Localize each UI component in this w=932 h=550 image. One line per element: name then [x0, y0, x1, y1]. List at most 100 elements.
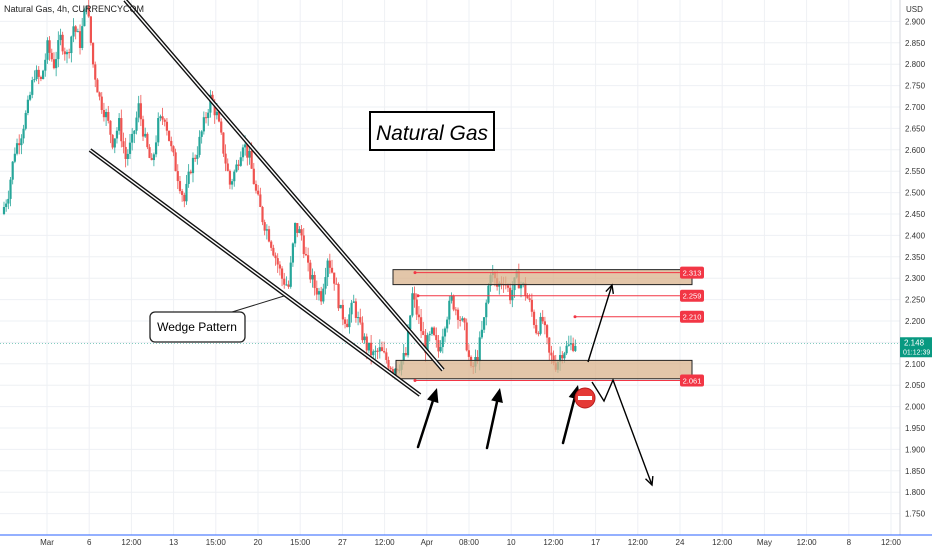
candle-body [280, 268, 284, 279]
candle-body [313, 274, 316, 289]
candle-body [430, 327, 434, 334]
candle-body [530, 299, 533, 312]
projection-up-arrow [587, 284, 613, 363]
candle-body [380, 347, 384, 352]
candle-body [9, 179, 12, 199]
candle-body [330, 267, 334, 273]
stop-icon-bar [578, 396, 592, 400]
candle-body [463, 318, 466, 323]
candle-body [137, 103, 140, 118]
candle-body [241, 147, 245, 158]
candle-body [346, 323, 349, 328]
y-tick-label: 2.100 [905, 360, 926, 369]
candle-body [109, 120, 112, 135]
candle-body [550, 352, 553, 356]
candle-body [96, 79, 99, 93]
y-tick-label: 2.750 [905, 82, 926, 91]
candle-body [437, 340, 440, 352]
x-tick-label: 27 [338, 538, 347, 547]
candle-body [237, 164, 240, 166]
candle-body [248, 150, 251, 158]
y-tick-label: 2.050 [905, 381, 926, 390]
candle-body [118, 118, 121, 131]
level-anchor [413, 378, 417, 382]
candle-body [11, 161, 14, 180]
trendline-drawings[interactable] [88, 0, 654, 487]
time-axis[interactable]: Mar 6 12:00 13 15:00 20 15:00 27 12:00 Apr 08:00 10… [0, 534, 932, 547]
candle-body [196, 154, 199, 159]
candle-body [187, 171, 190, 184]
candle-body [561, 355, 564, 359]
candle-body [61, 34, 64, 52]
candle-body [402, 352, 405, 361]
candle-body [250, 150, 253, 169]
candle-body [74, 26, 77, 32]
candle-body [181, 191, 184, 195]
candle-body [350, 302, 353, 315]
candle-body [459, 319, 462, 321]
price-axis[interactable]: USD 2.900 2.850 2.800 2.750 2.700 2.650 2.600 2.… [899, 0, 932, 550]
candle-body [104, 111, 108, 118]
candle-body [320, 291, 323, 302]
candle-body [409, 315, 412, 330]
candle-body [76, 31, 79, 33]
x-tick-label: 12:00 [543, 538, 564, 547]
y-tick-label: 2.800 [905, 60, 926, 69]
candle-body [37, 69, 40, 77]
candle-body [411, 293, 414, 316]
grid-lines [0, 0, 900, 535]
candle-body [443, 328, 447, 337]
candle-body [263, 222, 266, 231]
candle-body [98, 92, 101, 97]
candle-body [315, 288, 318, 295]
candle-body [22, 128, 25, 139]
candle-body [146, 133, 149, 148]
candle-body [265, 229, 268, 231]
x-tick-label: 12:00 [881, 538, 902, 547]
candle-body [7, 198, 10, 204]
candle-body [524, 282, 527, 296]
candle-body [59, 34, 62, 41]
y-tick-label: 2.400 [905, 231, 926, 240]
x-tick-label: 12:00 [628, 538, 649, 547]
x-tick-label: May [757, 538, 772, 547]
candle-body [441, 336, 444, 348]
candle-body [337, 284, 340, 309]
candle-body [545, 325, 549, 338]
candle-body [565, 345, 568, 354]
candle-body [361, 322, 364, 341]
y-tick-label: 1.850 [905, 467, 926, 476]
candle-body [482, 317, 486, 330]
candle-body [559, 355, 562, 362]
candle-body [52, 59, 56, 69]
last-price-tag [900, 337, 932, 358]
candle-body [376, 350, 379, 352]
level-label: 2.210 [683, 313, 702, 322]
candle-body [257, 190, 260, 195]
candle-body [18, 143, 21, 146]
candle-body [150, 157, 153, 161]
candle-body [541, 316, 544, 322]
x-tick-label: 12:00 [712, 538, 733, 547]
candle-body [435, 335, 438, 341]
candle-body [461, 318, 464, 321]
candle-body [372, 351, 375, 356]
candle-body [204, 117, 208, 119]
candle-body [107, 111, 110, 121]
candle-body [65, 52, 69, 55]
candle-body [20, 138, 23, 146]
y-tick-label: 1.900 [905, 445, 926, 454]
candle-body [176, 171, 179, 182]
candle-body [217, 111, 221, 122]
candle-body [91, 42, 95, 65]
candle-body [413, 293, 416, 300]
candle-body [161, 116, 164, 120]
candle-body [543, 321, 546, 326]
candle-body [304, 254, 308, 256]
candle-body [378, 347, 381, 352]
candle-body [389, 367, 392, 370]
candle-body [165, 121, 169, 131]
level-tag [680, 310, 704, 323]
x-tick-label: 15:00 [290, 538, 311, 547]
